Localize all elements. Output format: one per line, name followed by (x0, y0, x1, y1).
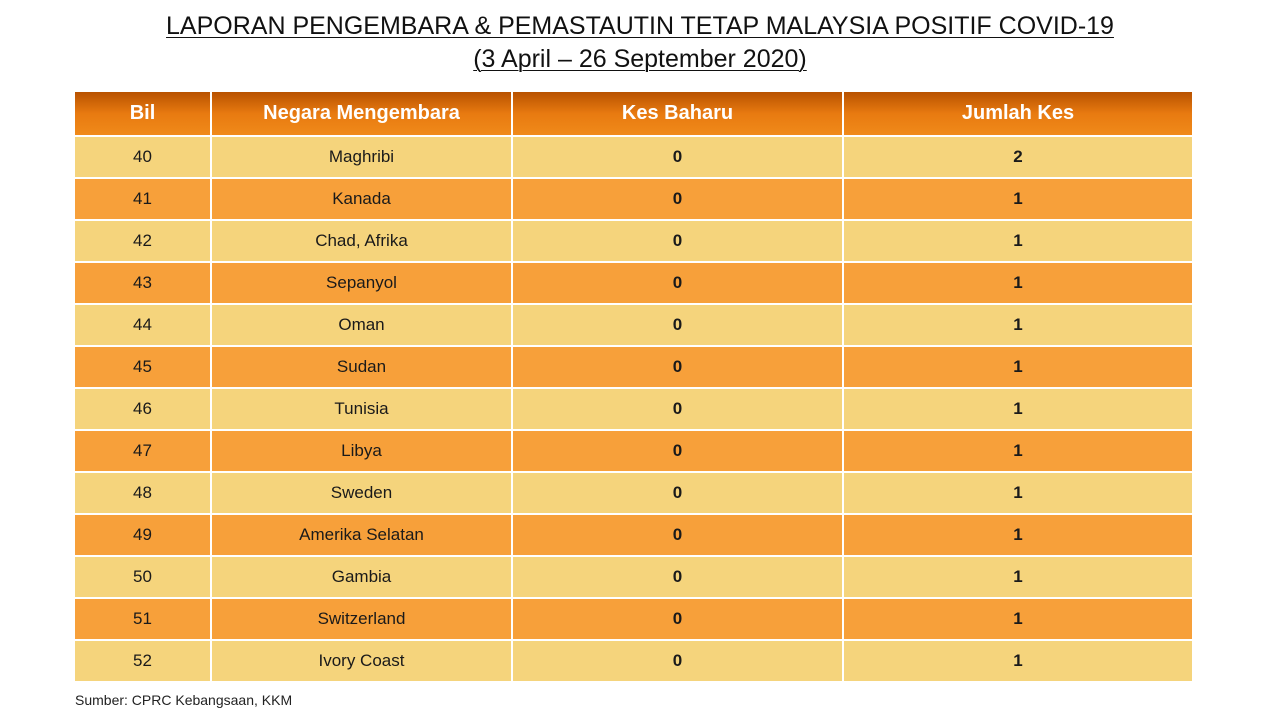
table-header-row: Bil Negara Mengembara Kes Baharu Jumlah … (73, 90, 1194, 137)
cell-jumlah-kes: 1 (842, 429, 1194, 473)
table-row: 47 Libya 0 1 (73, 429, 1194, 473)
table-row: 52 Ivory Coast 0 1 (73, 639, 1194, 683)
page-subtitle: (3 April – 26 September 2020) (473, 45, 807, 73)
table-row: 49 Amerika Selatan 0 1 (73, 513, 1194, 557)
cell-negara: Amerika Selatan (210, 513, 513, 557)
cell-bil: 41 (73, 177, 212, 221)
cell-kes-baharu: 0 (511, 177, 844, 221)
cell-bil: 49 (73, 513, 212, 557)
cell-negara: Maghribi (210, 135, 513, 179)
table-row: 41 Kanada 0 1 (73, 177, 1194, 221)
table-row: 40 Maghribi 0 2 (73, 135, 1194, 179)
cell-kes-baharu: 0 (511, 639, 844, 683)
header-negara: Negara Mengembara (210, 90, 513, 137)
cell-bil: 44 (73, 303, 212, 347)
cell-bil: 40 (73, 135, 212, 179)
cell-negara: Sweden (210, 471, 513, 515)
cell-kes-baharu: 0 (511, 345, 844, 389)
cell-kes-baharu: 0 (511, 429, 844, 473)
table-row: 51 Switzerland 0 1 (73, 597, 1194, 641)
cell-negara: Ivory Coast (210, 639, 513, 683)
cell-negara: Sepanyol (210, 261, 513, 305)
cell-jumlah-kes: 1 (842, 261, 1194, 305)
header-jumlah-kes: Jumlah Kes (842, 90, 1194, 137)
table-row: 46 Tunisia 0 1 (73, 387, 1194, 431)
cell-jumlah-kes: 1 (842, 513, 1194, 557)
cell-kes-baharu: 0 (511, 597, 844, 641)
cell-kes-baharu: 0 (511, 303, 844, 347)
cell-bil: 43 (73, 261, 212, 305)
cell-jumlah-kes: 1 (842, 597, 1194, 641)
cell-bil: 51 (73, 597, 212, 641)
cell-kes-baharu: 0 (511, 135, 844, 179)
table-row: 48 Sweden 0 1 (73, 471, 1194, 515)
cell-bil: 42 (73, 219, 212, 263)
cell-negara: Kanada (210, 177, 513, 221)
cell-bil: 45 (73, 345, 212, 389)
cell-negara: Sudan (210, 345, 513, 389)
table-row: 43 Sepanyol 0 1 (73, 261, 1194, 305)
cell-kes-baharu: 0 (511, 513, 844, 557)
cell-bil: 50 (73, 555, 212, 599)
cell-bil: 52 (73, 639, 212, 683)
cell-negara: Tunisia (210, 387, 513, 431)
cell-jumlah-kes: 1 (842, 345, 1194, 389)
cell-kes-baharu: 0 (511, 471, 844, 515)
cell-jumlah-kes: 1 (842, 303, 1194, 347)
cell-jumlah-kes: 1 (842, 177, 1194, 221)
cell-kes-baharu: 0 (511, 219, 844, 263)
cell-kes-baharu: 0 (511, 387, 844, 431)
cell-bil: 48 (73, 471, 212, 515)
cell-jumlah-kes: 2 (842, 135, 1194, 179)
cell-kes-baharu: 0 (511, 555, 844, 599)
page-title: LAPORAN PENGEMBARA & PEMASTAUTIN TETAP M… (166, 12, 1114, 40)
cell-jumlah-kes: 1 (842, 387, 1194, 431)
header-bil: Bil (73, 90, 212, 137)
table-row: 44 Oman 0 1 (73, 303, 1194, 347)
cell-kes-baharu: 0 (511, 261, 844, 305)
cell-jumlah-kes: 1 (842, 555, 1194, 599)
table-row: 42 Chad, Afrika 0 1 (73, 219, 1194, 263)
cell-negara: Switzerland (210, 597, 513, 641)
cell-negara: Oman (210, 303, 513, 347)
cell-negara: Libya (210, 429, 513, 473)
cell-jumlah-kes: 1 (842, 471, 1194, 515)
cases-table: Bil Negara Mengembara Kes Baharu Jumlah … (73, 90, 1194, 683)
table-row: 45 Sudan 0 1 (73, 345, 1194, 389)
cell-negara: Chad, Afrika (210, 219, 513, 263)
cell-jumlah-kes: 1 (842, 219, 1194, 263)
cell-bil: 47 (73, 429, 212, 473)
cell-bil: 46 (73, 387, 212, 431)
cell-negara: Gambia (210, 555, 513, 599)
header-kes-baharu: Kes Baharu (511, 90, 844, 137)
cell-jumlah-kes: 1 (842, 639, 1194, 683)
source-note: Sumber: CPRC Kebangsaan, KKM (75, 692, 293, 708)
table-row: 50 Gambia 0 1 (73, 555, 1194, 599)
